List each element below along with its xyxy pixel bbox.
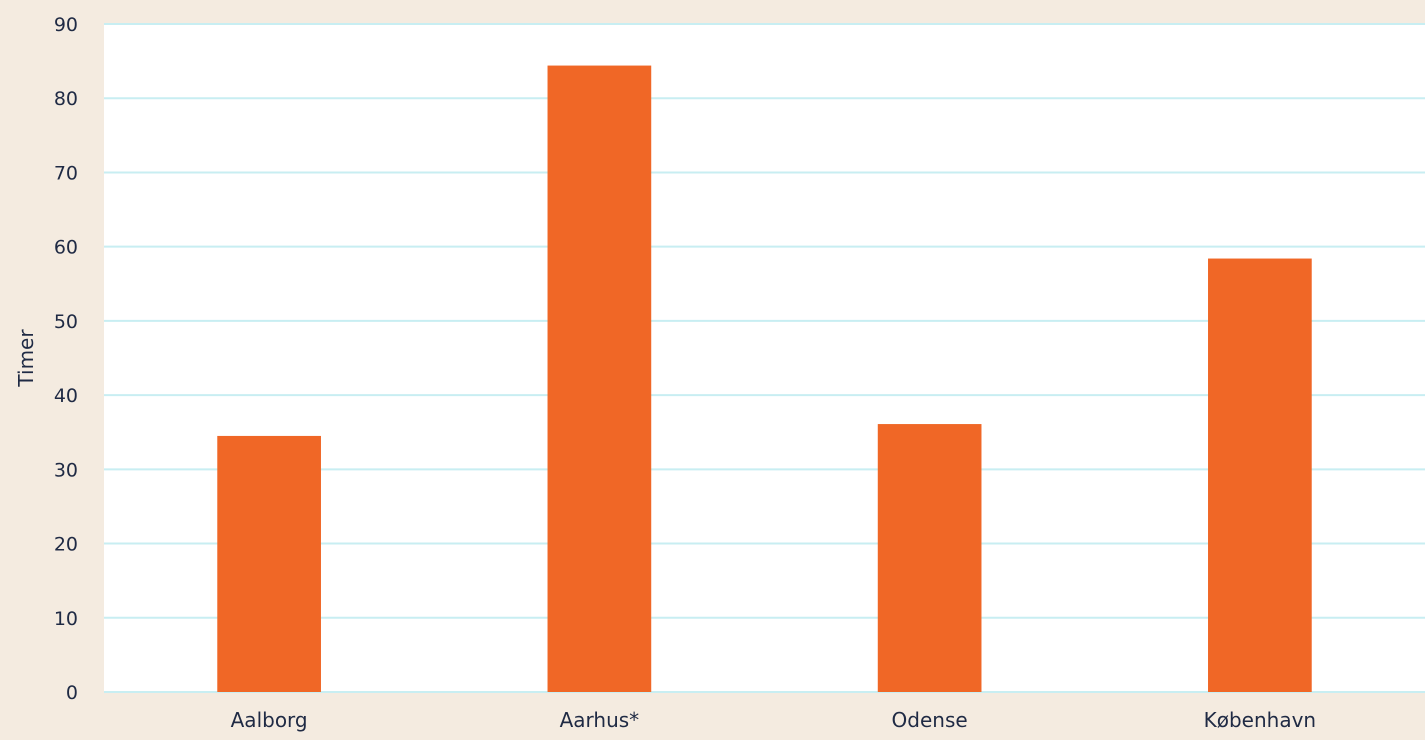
y-tick-label: 60 <box>54 237 78 259</box>
y-tick-label: 50 <box>54 311 78 333</box>
y-tick-label: 40 <box>54 385 78 407</box>
bar <box>547 65 652 692</box>
x-tick-label: Odense <box>892 708 968 732</box>
y-tick-labels: 0 10 20 30 40 50 60 70 80 90 <box>54 14 78 704</box>
y-tick-label: 10 <box>54 608 78 630</box>
y-tick-label: 20 <box>54 534 78 556</box>
x-tick-label: København <box>1204 708 1316 732</box>
gridlines <box>104 23 1425 693</box>
bar <box>1208 258 1312 692</box>
y-tick-label: 30 <box>54 459 78 481</box>
y-axis-label: Timer <box>14 329 38 388</box>
bar <box>217 435 321 692</box>
y-tick-label: 80 <box>54 88 78 110</box>
x-tick-label: Aarhus* <box>560 708 640 732</box>
plot-area <box>104 24 1425 692</box>
x-tick-labels: Aalborg Aarhus* Odense København <box>231 708 1316 732</box>
y-tick-label: 90 <box>54 14 78 36</box>
x-tick-label: Aalborg <box>231 708 308 732</box>
y-tick-label: 70 <box>54 162 78 184</box>
bars <box>217 65 1312 692</box>
y-tick-label: 0 <box>66 682 78 704</box>
bar <box>877 424 982 692</box>
